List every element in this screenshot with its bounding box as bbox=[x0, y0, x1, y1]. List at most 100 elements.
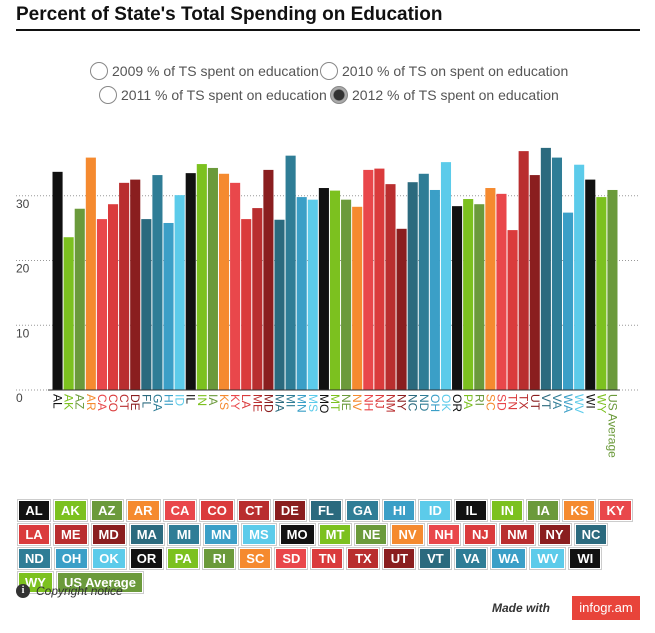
legend-item[interactable]: SD bbox=[274, 547, 309, 570]
bar bbox=[96, 219, 107, 390]
x-tick-label: MN bbox=[295, 394, 309, 413]
copyright[interactable]: i Copyright notice bbox=[16, 584, 123, 598]
legend-item[interactable]: HI bbox=[382, 499, 417, 522]
x-tick-label: AK bbox=[62, 394, 76, 410]
bar bbox=[585, 179, 596, 390]
x-tick-label: UT bbox=[528, 394, 542, 411]
bar bbox=[540, 147, 551, 390]
x-tick-label: IN bbox=[195, 394, 209, 406]
legend-item[interactable]: LA bbox=[17, 523, 51, 546]
legend-item[interactable]: NH bbox=[426, 523, 462, 546]
option-label[interactable]: 2011 % of TS spent on education bbox=[121, 87, 327, 103]
x-tick-label: US Average bbox=[605, 394, 619, 458]
legend-item[interactable]: PA bbox=[166, 547, 201, 570]
legend-item[interactable]: TX bbox=[346, 547, 381, 570]
legend-item[interactable]: AR bbox=[125, 499, 161, 522]
legend-item[interactable]: AZ bbox=[89, 499, 124, 522]
radio-button[interactable] bbox=[320, 62, 338, 80]
legend-item[interactable]: NV bbox=[390, 523, 425, 546]
bar bbox=[474, 204, 485, 390]
legend-item[interactable]: CT bbox=[236, 499, 271, 522]
x-tick-label: OR bbox=[450, 394, 464, 412]
x-tick-label: WV bbox=[572, 394, 586, 413]
x-tick-label: TN bbox=[506, 394, 520, 410]
legend-item[interactable]: MS bbox=[241, 523, 277, 546]
x-tick-label: IA bbox=[206, 394, 220, 405]
radio-button[interactable] bbox=[99, 86, 117, 104]
x-tick-label: MD bbox=[261, 394, 275, 413]
legend-item[interactable]: DE bbox=[272, 499, 307, 522]
legend-item[interactable]: ME bbox=[53, 523, 89, 546]
option-label[interactable]: 2012 % of TS spent on education bbox=[352, 87, 559, 103]
legend-item[interactable]: IN bbox=[490, 499, 525, 522]
year-option[interactable]: 2012 % of TS spent on education bbox=[330, 86, 559, 104]
year-option[interactable]: 2009 % of TS spent on education bbox=[90, 62, 319, 80]
legend-item[interactable]: CA bbox=[162, 499, 198, 522]
legend-item[interactable]: IA bbox=[526, 499, 561, 522]
legend-item[interactable]: NE bbox=[354, 523, 389, 546]
legend: AL AK AZ AR CA CO CT DE FL GA HI ID IL IN IA KS KY LA ME MD… bbox=[17, 499, 640, 594]
radio-button[interactable] bbox=[330, 86, 348, 104]
legend-item[interactable]: WV bbox=[529, 547, 567, 570]
legend-item[interactable]: AL bbox=[17, 499, 51, 522]
legend-item[interactable]: OR bbox=[128, 547, 165, 570]
legend-item[interactable]: WA bbox=[490, 547, 528, 570]
x-tick-label: DE bbox=[128, 394, 142, 411]
legend-item[interactable]: FL bbox=[308, 499, 343, 522]
x-tick-label: ND bbox=[417, 394, 431, 412]
bar bbox=[418, 173, 429, 390]
bar bbox=[440, 162, 452, 390]
legend-item[interactable]: KY bbox=[598, 499, 633, 522]
legend-item[interactable]: OH bbox=[53, 547, 90, 570]
copyright-text[interactable]: Copyright notice bbox=[36, 584, 123, 598]
bar bbox=[163, 222, 174, 390]
legend-item[interactable]: CO bbox=[199, 499, 235, 522]
bar bbox=[429, 189, 440, 390]
legend-item[interactable]: SC bbox=[238, 547, 273, 570]
legend-item[interactable]: RI bbox=[202, 547, 237, 570]
x-tick-label: OH bbox=[428, 394, 442, 412]
legend-item[interactable]: MA bbox=[128, 523, 165, 546]
legend-item[interactable]: NY bbox=[537, 523, 572, 546]
legend-item[interactable]: MI bbox=[166, 523, 201, 546]
legend-item[interactable]: NM bbox=[499, 523, 536, 546]
legend-item[interactable]: VA bbox=[454, 547, 489, 570]
legend-item[interactable]: ND bbox=[17, 547, 52, 570]
legend-item[interactable]: NJ bbox=[463, 523, 498, 546]
bar bbox=[463, 199, 474, 390]
brand[interactable]: infogr.am bbox=[572, 596, 640, 620]
option-label[interactable]: 2010 % of TS on spent on education bbox=[342, 63, 569, 79]
legend-item[interactable]: MT bbox=[317, 523, 353, 546]
option-label[interactable]: 2009 % of TS spent on education bbox=[112, 63, 319, 79]
radio-button[interactable] bbox=[90, 62, 108, 80]
x-tick-label: SD bbox=[494, 394, 508, 411]
bar bbox=[396, 228, 407, 390]
legend-item[interactable]: MD bbox=[90, 523, 127, 546]
legend-item[interactable]: UT bbox=[382, 547, 417, 570]
year-option[interactable]: 2011 % of TS spent on education bbox=[99, 86, 327, 104]
legend-item[interactable]: VT bbox=[418, 547, 453, 570]
legend-item[interactable]: MN bbox=[202, 523, 240, 546]
legend-item[interactable]: KS bbox=[562, 499, 597, 522]
bar bbox=[407, 182, 418, 390]
legend-item[interactable]: IL bbox=[454, 499, 489, 522]
bar bbox=[385, 184, 396, 390]
bar bbox=[529, 175, 540, 390]
x-tick-label: KY bbox=[228, 394, 242, 410]
legend-item[interactable]: GA bbox=[344, 499, 381, 522]
bar bbox=[74, 208, 85, 390]
legend-item[interactable]: NC bbox=[573, 523, 609, 546]
legend-item[interactable]: TN bbox=[310, 547, 345, 570]
legend-item[interactable]: US Average bbox=[55, 571, 144, 594]
y-tick-label: 0 bbox=[16, 391, 23, 405]
y-tick-label: 20 bbox=[16, 262, 30, 276]
year-option[interactable]: 2010 % of TS on spent on education bbox=[320, 62, 568, 80]
x-tick-label: NC bbox=[406, 394, 420, 412]
legend-item[interactable]: ID bbox=[418, 499, 453, 522]
legend-item[interactable]: AK bbox=[53, 499, 88, 522]
legend-item[interactable]: WI bbox=[568, 547, 603, 570]
bar bbox=[207, 167, 218, 390]
legend-item[interactable]: MO bbox=[278, 523, 316, 546]
legend-item[interactable]: OK bbox=[91, 547, 127, 570]
x-tick-label: AR bbox=[84, 394, 98, 411]
